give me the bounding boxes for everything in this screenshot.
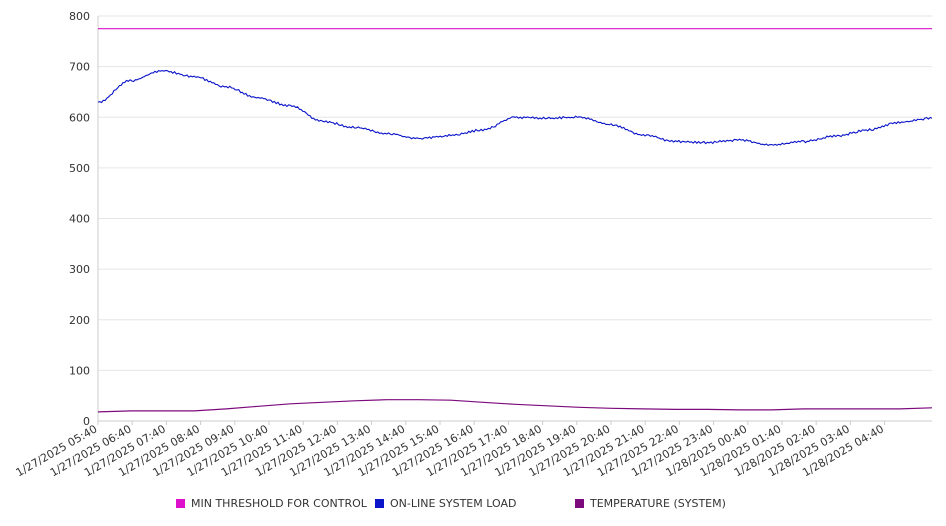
legend-item-min-threshold[interactable]: MIN THRESHOLD FOR CONTROL xyxy=(176,497,367,510)
y-tick-label: 500 xyxy=(69,162,90,175)
y-tick-label: 800 xyxy=(69,10,90,23)
gridlines xyxy=(98,15,932,422)
y-axis: 0 100 200 300 400 500 600 700 800 xyxy=(69,10,99,428)
legend-swatch-min-threshold xyxy=(176,499,185,508)
y-tick-label: 0 xyxy=(83,415,90,428)
y-tick-label: 200 xyxy=(69,314,90,327)
series-lines xyxy=(97,28,933,413)
legend-label-min-threshold: MIN THRESHOLD FOR CONTROL xyxy=(191,497,367,510)
legend-label-online-system-load: ON-LINE SYSTEM LOAD xyxy=(390,497,517,510)
y-tick-label: 700 xyxy=(69,61,90,74)
legend-item-temperature[interactable]: TEMPERATURE (SYSTEM) xyxy=(575,497,726,510)
series-line-on-line-system-load xyxy=(97,69,933,147)
legend-item-online-system-load[interactable]: ON-LINE SYSTEM LOAD xyxy=(375,497,516,510)
y-tick-label: 600 xyxy=(69,111,90,124)
y-tick-label: 400 xyxy=(69,213,90,226)
legend-label-temperature: TEMPERATURE (SYSTEM) xyxy=(590,497,726,510)
y-tick-label: 300 xyxy=(69,263,90,276)
y-tick-label: 100 xyxy=(69,364,90,377)
x-axis: 1/27/2025 05:401/27/2025 06:401/27/2025 … xyxy=(14,420,932,479)
legend-swatch-online-system-load xyxy=(375,499,384,508)
legend-swatch-temperature xyxy=(575,499,584,508)
legend: MIN THRESHOLD FOR CONTROL ON-LINE SYSTEM… xyxy=(0,497,946,515)
series-line-temperature-system xyxy=(97,399,933,413)
